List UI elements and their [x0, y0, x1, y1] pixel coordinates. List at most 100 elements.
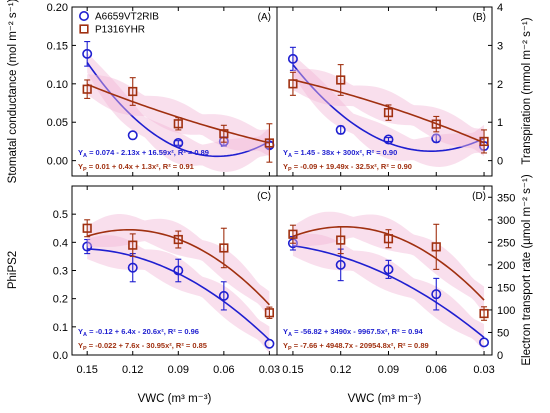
y-axis-title: Transpiration (mmol m⁻² s⁻¹) — [521, 17, 533, 164]
equation-a: YA = 0.074 - 2.13x + 16.59x², R² = 0.89 — [78, 148, 209, 159]
data-point-p — [431, 242, 441, 252]
data-point-p — [336, 235, 346, 245]
panel-d: 0 50 100 150 200 250 300 350 (D) YA = -56.82 + 34… — [276, 185, 515, 362]
data-point-p — [383, 108, 394, 118]
x-tick-label: 0.15 — [76, 364, 97, 376]
data-point-a — [127, 130, 138, 141]
data-point-p — [336, 75, 346, 85]
equation-subscript: P — [83, 346, 87, 352]
data-point-a — [479, 337, 490, 348]
equation-subscript: A — [288, 153, 292, 159]
equation-y: Y — [283, 162, 288, 171]
data-point-a — [431, 133, 442, 144]
panel-label: (C) — [257, 191, 271, 202]
legend-label: A6659VT2RIB — [95, 12, 159, 23]
legend-marker-p — [79, 24, 89, 34]
y-tick-label: 0.4 — [53, 237, 68, 249]
y-tick-label: 250 — [497, 237, 515, 249]
x-tick-label: 0.12 — [122, 364, 143, 376]
equation-y: Y — [283, 327, 288, 336]
panels-group: 0.000.050.100.150.20(A)YA = 0.074 - 2.13… — [47, 2, 516, 362]
x-axis-title: VWC (m³ m⁻³) — [138, 393, 212, 405]
data-point-a — [127, 262, 138, 273]
y-tick-label: 4 — [497, 2, 503, 14]
legend-marker-a — [79, 11, 90, 21]
plot-area — [287, 46, 490, 167]
data-point-a — [287, 53, 298, 64]
equation-p: YP = -7.66 + 4948.7x - 20954.8x², R² = 0… — [283, 341, 429, 352]
x-tick-label: 0.03 — [259, 364, 280, 376]
equation-p: YP = -0.022 + 7.6x - 30.95x², R² = 0.85 — [78, 341, 207, 352]
legend-label: P1316YHR — [95, 25, 145, 36]
equation-text: = 0.01 + 0.4x + 1.3x², R² = 0.91 — [87, 162, 194, 171]
data-point-p — [82, 223, 92, 233]
equation-subscript: P — [83, 167, 87, 173]
data-point-a — [383, 264, 394, 275]
data-point-p — [219, 243, 229, 253]
equation-text: = -0.09 + 19.49x - 32.5x², R² = 0.90 — [292, 162, 412, 171]
y-tick-label: 300 — [497, 215, 515, 227]
data-point-p — [431, 119, 441, 129]
y-axis-title: Electron transport rate (µmol m⁻² s⁻¹) — [521, 174, 533, 365]
equation-a: YA = -56.82 + 3490x - 9967.5x², R² = 0.9… — [283, 327, 424, 338]
plot-frame — [276, 6, 493, 177]
equation-subscript: A — [83, 332, 87, 338]
data-point-p — [479, 308, 489, 319]
equation-p: YP = -0.09 + 19.49x - 32.5x², R² = 0.90 — [283, 162, 412, 173]
equation-subscript: P — [288, 167, 292, 173]
data-point-a — [173, 265, 184, 276]
y-tick-label: 100 — [497, 305, 515, 317]
equation-text: = -7.66 + 4948.7x - 20954.8x², R² = 0.89 — [292, 341, 429, 350]
x-tick-label: 0.03 — [473, 364, 494, 376]
y-tick-label: 0 — [497, 350, 503, 362]
data-point-p — [82, 84, 92, 94]
equation-y: Y — [78, 341, 83, 350]
equation-a: YA = -0.12 + 6.4x - 20.6x², R² = 0.96 — [78, 327, 199, 338]
y-tick-label: 0 — [497, 156, 503, 168]
equation-subscript: A — [83, 153, 87, 159]
panel-label: (B) — [473, 12, 486, 23]
y-tick-label: 0.05 — [47, 117, 68, 129]
x-tick-label: 0.12 — [330, 364, 351, 376]
y-tick-label: 1 — [497, 117, 503, 129]
y-tick-label: 200 — [497, 260, 515, 272]
y-axis-title: Stomatal conductance (mol m⁻² s⁻¹) — [7, 0, 19, 183]
plot-frame — [276, 185, 493, 356]
equation-text: = 1.45 - 38x + 300x², R² = 0.90 — [292, 148, 397, 157]
panel-label: (A) — [258, 12, 271, 23]
data-point-p — [479, 136, 489, 147]
equation-p: YP = 0.01 + 0.4x + 1.3x², R² = 0.91 — [78, 162, 194, 173]
panel-label: (D) — [472, 191, 486, 202]
equation-text: = -0.12 + 6.4x - 20.6x², R² = 0.96 — [87, 327, 199, 336]
x-tick-label: 0.09 — [378, 364, 399, 376]
data-point-p — [264, 138, 275, 148]
x-tick-label: 0.06 — [426, 364, 447, 376]
y-tick-label: 0.10 — [47, 79, 68, 91]
panel-c: 0.0 0.1 0.2 0.3 0.4 0.5 (C) YA = -0.12 + 6.4x -… — [53, 185, 278, 362]
panel-b: 0 1 2 3 4 (B) YA = 1.45 - 38x + 300x², R² = 0.… — [276, 2, 503, 177]
data-point-a — [82, 241, 93, 252]
data-point-a — [383, 134, 394, 145]
equation-text: = 0.074 - 2.13x + 16.59x², R² = 0.89 — [87, 148, 209, 157]
data-point-p — [219, 129, 229, 139]
y-tick-label: 0.5 — [53, 209, 68, 221]
y-tick-label: 0.0 — [53, 350, 68, 362]
y-tick-label: 0.2 — [53, 294, 68, 306]
equation-subscript: A — [288, 332, 292, 338]
data-point-a — [335, 259, 346, 270]
equation-text: = -0.022 + 7.6x - 30.95x², R² = 0.85 — [87, 341, 207, 350]
x-axis-title: VWC (m³ m⁻³) — [348, 393, 422, 405]
y-tick-label: 0.15 — [47, 40, 68, 52]
data-point-p — [264, 308, 275, 318]
equation-y: Y — [78, 148, 83, 157]
equation-a: YA = 1.45 - 38x + 300x², R² = 0.90 — [283, 148, 397, 159]
y-tick-label: 0.3 — [53, 266, 68, 278]
data-point-a — [335, 124, 346, 135]
equation-y: Y — [283, 148, 288, 157]
data-point-p — [288, 229, 298, 239]
y-axis-title: PhiPS2 — [7, 251, 19, 289]
data-point-p — [173, 119, 183, 129]
panel-a: 0.00 0.05 0.10 0.15 0.20 (A) YA = 0.074 - 2.13… — [47, 2, 278, 177]
axis-titles: Stomatal conductance (mol m⁻² s⁻¹) Transp… — [7, 0, 533, 366]
